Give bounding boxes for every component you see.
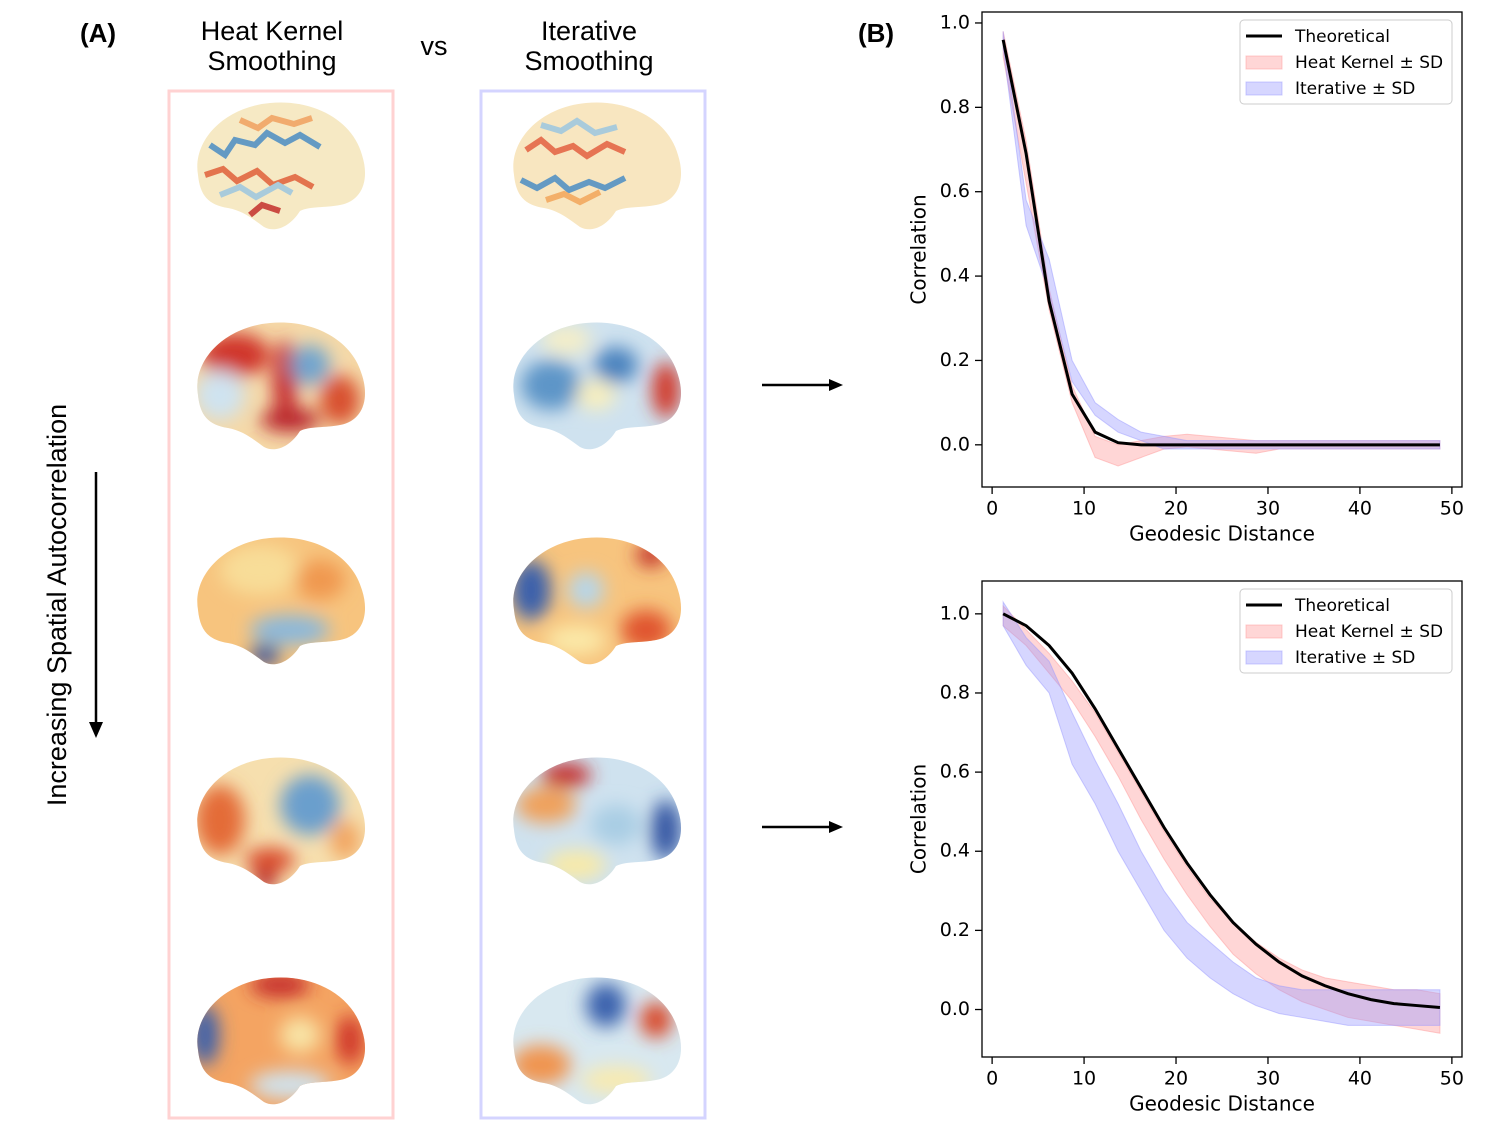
x-tick-label: 10 — [1072, 1068, 1096, 1090]
arrow-head — [829, 379, 843, 391]
x-tick-label: 40 — [1348, 1068, 1372, 1090]
versus-label: vs — [421, 31, 448, 61]
arrow-head — [89, 722, 103, 738]
y-tick-label: 0.8 — [940, 96, 970, 118]
x-tick-label: 30 — [1256, 1068, 1280, 1090]
x-tick-label: 40 — [1348, 498, 1372, 520]
legend-swatch — [1245, 650, 1283, 665]
line — [1002, 612, 1441, 1010]
legend-frame — [1239, 588, 1453, 674]
brain-map — [513, 977, 682, 1105]
y-tick-label: 0.6 — [940, 180, 970, 202]
axes-frame — [981, 11, 1463, 488]
side-label: Increasing Spatial Autocorrelation — [42, 404, 72, 806]
y-tick-label: 0.4 — [940, 265, 970, 287]
legend-frame — [1239, 19, 1453, 105]
legend-swatch — [1245, 81, 1283, 96]
legend-label: Heat Kernel ± SD — [1295, 622, 1443, 642]
x-axis-label: Geodesic Distance — [1129, 522, 1315, 546]
legend-label: Iterative ± SD — [1295, 79, 1415, 99]
x-tick-label: 50 — [1440, 498, 1464, 520]
column-title: Smoothing — [524, 46, 653, 76]
brain-map — [513, 537, 682, 665]
x-tick-label: 50 — [1440, 1068, 1464, 1090]
column-title: Smoothing — [207, 46, 336, 76]
y-tick-label: 0.4 — [940, 840, 970, 862]
legend-swatch — [1245, 55, 1283, 70]
y-axis-label: Correlation — [907, 764, 931, 874]
y-tick-label: 0.0 — [940, 433, 970, 455]
axes-frame — [981, 580, 1463, 1058]
x-tick-label: 30 — [1256, 498, 1280, 520]
y-tick-label: 0.6 — [940, 761, 970, 783]
legend-label: Heat Kernel ± SD — [1295, 53, 1443, 73]
x-tick-label: 20 — [1164, 1068, 1188, 1090]
column-frame — [167, 89, 395, 1120]
brain-map — [197, 757, 366, 885]
x-tick-label: 10 — [1072, 498, 1096, 520]
y-tick-label: 0.0 — [940, 998, 970, 1020]
panel-label: (B) — [858, 18, 894, 48]
brain-map — [197, 537, 366, 665]
charts: 0.0 0.2 0.4 0.6 0.8 1.0 0 10 20 30 40 50 Geodesic Di… — [907, 11, 1464, 1116]
arrow-head — [829, 821, 843, 833]
brain-map — [513, 322, 682, 450]
legend-swatch — [1245, 624, 1283, 639]
column-frame — [479, 89, 707, 1120]
line — [1001, 39, 1440, 447]
brain-map — [513, 102, 682, 230]
legend-label: Theoretical — [1294, 596, 1390, 616]
brain-map — [197, 977, 366, 1105]
sd-band — [1002, 600, 1441, 1026]
sd-band — [1002, 31, 1441, 450]
x-tick-label: 20 — [1164, 498, 1188, 520]
x-axis-label: Geodesic Distance — [1129, 1092, 1315, 1116]
brain-map — [197, 102, 366, 230]
x-tick-label: 0 — [986, 1068, 998, 1090]
y-tick-label: 0.2 — [940, 349, 970, 371]
legend-label: Iterative ± SD — [1295, 648, 1415, 668]
legend-label: Theoretical — [1294, 27, 1390, 47]
sd-band — [1002, 604, 1441, 1034]
y-tick-label: 0.8 — [940, 681, 970, 703]
x-tick-label: 0 — [986, 498, 998, 520]
y-tick-label: 1.0 — [940, 11, 970, 33]
column-title: Heat Kernel — [201, 16, 344, 46]
y-tick-label: 1.0 — [940, 602, 970, 624]
panel-label: (A) — [80, 18, 116, 48]
column-title: Iterative — [541, 16, 637, 46]
brain-map — [513, 757, 682, 885]
y-axis-label: Correlation — [907, 194, 931, 304]
y-tick-label: 0.2 — [940, 919, 970, 941]
brain-map — [197, 322, 366, 450]
